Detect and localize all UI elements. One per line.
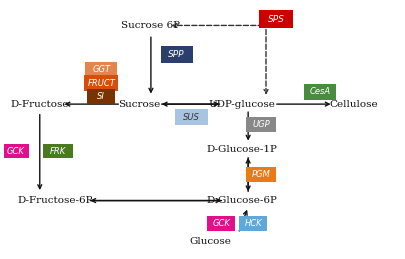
Text: Sucrose: Sucrose (118, 100, 160, 109)
Text: UDP-glucose: UDP-glucose (209, 100, 276, 109)
FancyBboxPatch shape (175, 110, 208, 125)
Text: UGP: UGP (252, 120, 270, 129)
Text: D-Fructose: D-Fructose (11, 100, 69, 109)
Text: D-Fructose-6P: D-Fructose-6P (18, 196, 94, 205)
Text: D-Glucose-1P: D-Glucose-1P (207, 145, 278, 154)
Text: Sucrose 6P: Sucrose 6P (122, 21, 180, 30)
Text: SUS: SUS (183, 113, 200, 122)
Text: GCK: GCK (6, 147, 24, 156)
Text: D-Glucose-6P: D-Glucose-6P (207, 196, 278, 205)
Text: SPS: SPS (267, 15, 284, 24)
FancyBboxPatch shape (259, 10, 293, 28)
Text: CesA: CesA (309, 88, 330, 96)
FancyBboxPatch shape (246, 167, 276, 182)
Text: FRUCT: FRUCT (87, 78, 115, 88)
FancyBboxPatch shape (85, 62, 117, 77)
FancyBboxPatch shape (43, 144, 72, 159)
Text: GGT: GGT (92, 65, 110, 74)
FancyBboxPatch shape (207, 216, 235, 231)
FancyBboxPatch shape (84, 75, 118, 91)
FancyBboxPatch shape (239, 216, 267, 231)
Text: GCK: GCK (212, 219, 230, 228)
FancyBboxPatch shape (304, 84, 336, 100)
Text: Glucose: Glucose (190, 237, 231, 246)
FancyBboxPatch shape (246, 117, 276, 132)
Text: SPP: SPP (168, 50, 185, 59)
FancyBboxPatch shape (161, 46, 193, 63)
Text: Cellulose: Cellulose (329, 100, 377, 109)
FancyBboxPatch shape (1, 144, 29, 159)
Text: HCK: HCK (245, 219, 262, 228)
Text: PGM: PGM (252, 170, 271, 179)
FancyBboxPatch shape (87, 89, 115, 104)
Text: SI: SI (97, 92, 105, 101)
Text: FRK: FRK (49, 147, 66, 156)
